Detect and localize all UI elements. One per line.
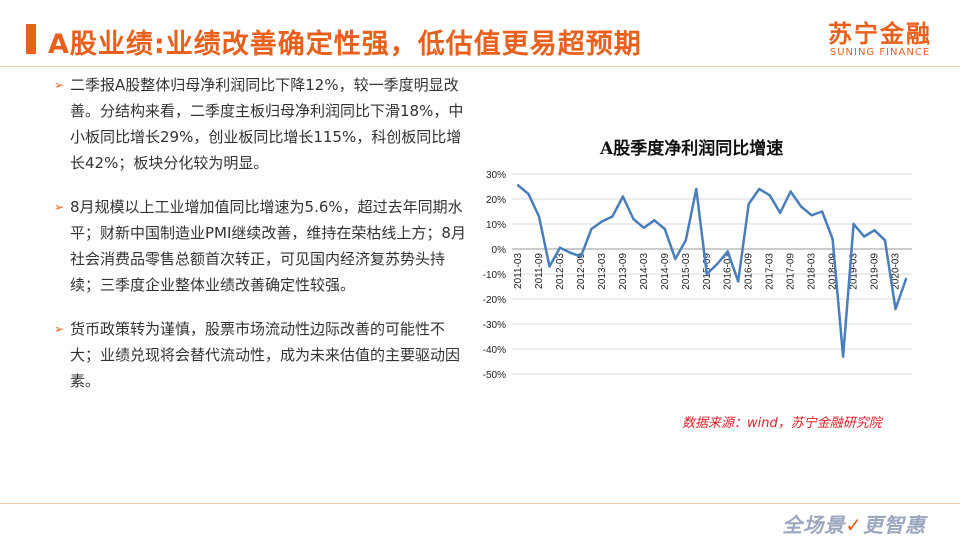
chart-title: A股季度净利润同比增速 — [600, 139, 784, 159]
x-tick-label: 2011-09 — [534, 253, 545, 289]
data-point — [726, 250, 729, 253]
data-point — [768, 194, 771, 197]
x-tick-label: 2016-03 — [723, 253, 734, 290]
data-point — [873, 229, 876, 232]
data-point — [705, 272, 708, 276]
bullet-arrow-icon: ➢ — [54, 78, 65, 92]
data-point — [789, 190, 792, 193]
data-point — [810, 214, 813, 217]
footer-slogan: 全场景✓更智惠 — [782, 509, 926, 538]
data-point — [516, 184, 520, 187]
data-point — [862, 235, 866, 238]
data-point — [883, 239, 887, 242]
y-tick-label: -50% — [483, 370, 506, 381]
x-tick-label: 2017-09 — [786, 253, 797, 290]
x-tick-label: 2012-09 — [576, 253, 587, 290]
x-tick-label: 2019-09 — [870, 253, 881, 290]
header-divider — [0, 66, 960, 67]
bullet-text: 货币政策转为谨慎，股票市场流动性边际改善的可能性不大；业绩兑现将会替代流动性，成… — [70, 320, 461, 390]
slogan-part-b: 更智惠 — [863, 513, 926, 537]
title-accent-bar — [26, 24, 36, 54]
x-tick-label: 2014-03 — [639, 253, 650, 290]
y-tick-label: 0% — [492, 245, 507, 256]
x-tick-label: 2013-03 — [597, 253, 608, 290]
footer-divider — [0, 503, 960, 504]
bullet-text: 8月规模以上工业增加值同比增速为5.6%，超过去年同期水平；财新中国制造业PMI… — [70, 198, 466, 294]
data-point — [558, 246, 562, 249]
bullet-arrow-icon: ➢ — [54, 200, 65, 214]
data-point — [799, 205, 803, 208]
bullet-list: ➢ 二季报A股整体归母净利润同比下降12%，较一季度明显改善。分结构来看，二季度… — [54, 72, 470, 412]
data-point — [747, 202, 750, 206]
data-point — [537, 215, 541, 218]
data-point — [569, 251, 572, 254]
slogan-part-a: 全场景 — [782, 513, 846, 537]
bullet-item: ➢ 货币政策转为谨慎，股票市场流动性边际改善的可能性不大；业绩兑现将会替代流动性… — [54, 316, 470, 394]
data-point — [894, 307, 897, 311]
data-point — [611, 215, 614, 218]
data-point — [653, 219, 656, 222]
data-point — [674, 257, 677, 261]
check-mark-icon: ✓ — [845, 513, 863, 537]
data-point — [904, 277, 908, 281]
x-tick-label: 2013-09 — [618, 253, 629, 290]
data-point — [852, 222, 855, 226]
x-tick-label: 2011-03 — [513, 253, 524, 289]
bullet-arrow-icon: ➢ — [54, 322, 65, 336]
x-tick-label: 2012-03 — [555, 253, 566, 290]
y-tick-label: 20% — [486, 195, 506, 206]
brand-logo-cn: 苏宁金融 — [828, 20, 932, 48]
data-point — [757, 187, 761, 191]
y-tick-label: -10% — [483, 270, 506, 281]
data-point — [684, 239, 687, 242]
y-tick-label: -40% — [483, 345, 506, 356]
series-line — [517, 184, 908, 358]
brand-logo-en: SUNING FINANCE — [829, 47, 931, 58]
data-point — [778, 211, 782, 214]
x-tick-label: 2019-03 — [849, 253, 860, 290]
page-title: A股业绩:业绩改善确定性强，低估值更易超预期 — [48, 29, 642, 60]
y-tick-label: -20% — [483, 295, 506, 306]
data-point — [632, 217, 635, 221]
y-tick-label: 30% — [486, 170, 506, 181]
data-point — [695, 187, 698, 191]
y-tick-label: 10% — [486, 220, 506, 231]
data-point — [590, 227, 593, 231]
data-point — [642, 226, 646, 229]
x-tick-label: 2018-09 — [828, 253, 839, 290]
data-point — [831, 237, 834, 241]
data-point — [600, 220, 604, 223]
x-tick-label: 2014-09 — [660, 253, 671, 290]
brand-logo: 苏宁金融 SUNING FINANCE — [828, 14, 932, 58]
y-tick-label: -30% — [483, 320, 506, 331]
x-tick-label: 2020-03 — [891, 253, 902, 290]
bullet-item: ➢ 二季报A股整体归母净利润同比下降12%，较一季度明显改善。分结构来看，二季度… — [54, 72, 470, 176]
bullet-text: 二季报A股整体归母净利润同比下降12%，较一季度明显改善。分结构来看，二季度主板… — [70, 76, 464, 172]
source-note: 数据来源：wind，苏宁金融研究院 — [682, 416, 882, 431]
data-point — [579, 255, 583, 258]
data-point — [621, 195, 625, 198]
bullet-item: ➢ 8月规模以上工业增加值同比增速为5.6%，超过去年同期水平；财新中国制造业P… — [54, 194, 470, 298]
data-point — [737, 280, 740, 283]
data-point — [716, 262, 719, 266]
data-point — [841, 355, 845, 358]
profit-growth-line-chart: 30% 20% 10% 0% -10% -20% -30% -40% -50% 2011-03 20… — [483, 170, 912, 381]
x-tick-label: 2016-09 — [744, 253, 755, 290]
data-point — [663, 227, 667, 231]
data-point — [548, 265, 551, 268]
data-point — [820, 210, 824, 213]
x-tick-label: 2015-03 — [681, 253, 692, 290]
x-tick-label: 2018-03 — [807, 253, 818, 290]
data-point — [527, 192, 530, 196]
x-tick-label: 2017-03 — [765, 253, 776, 290]
